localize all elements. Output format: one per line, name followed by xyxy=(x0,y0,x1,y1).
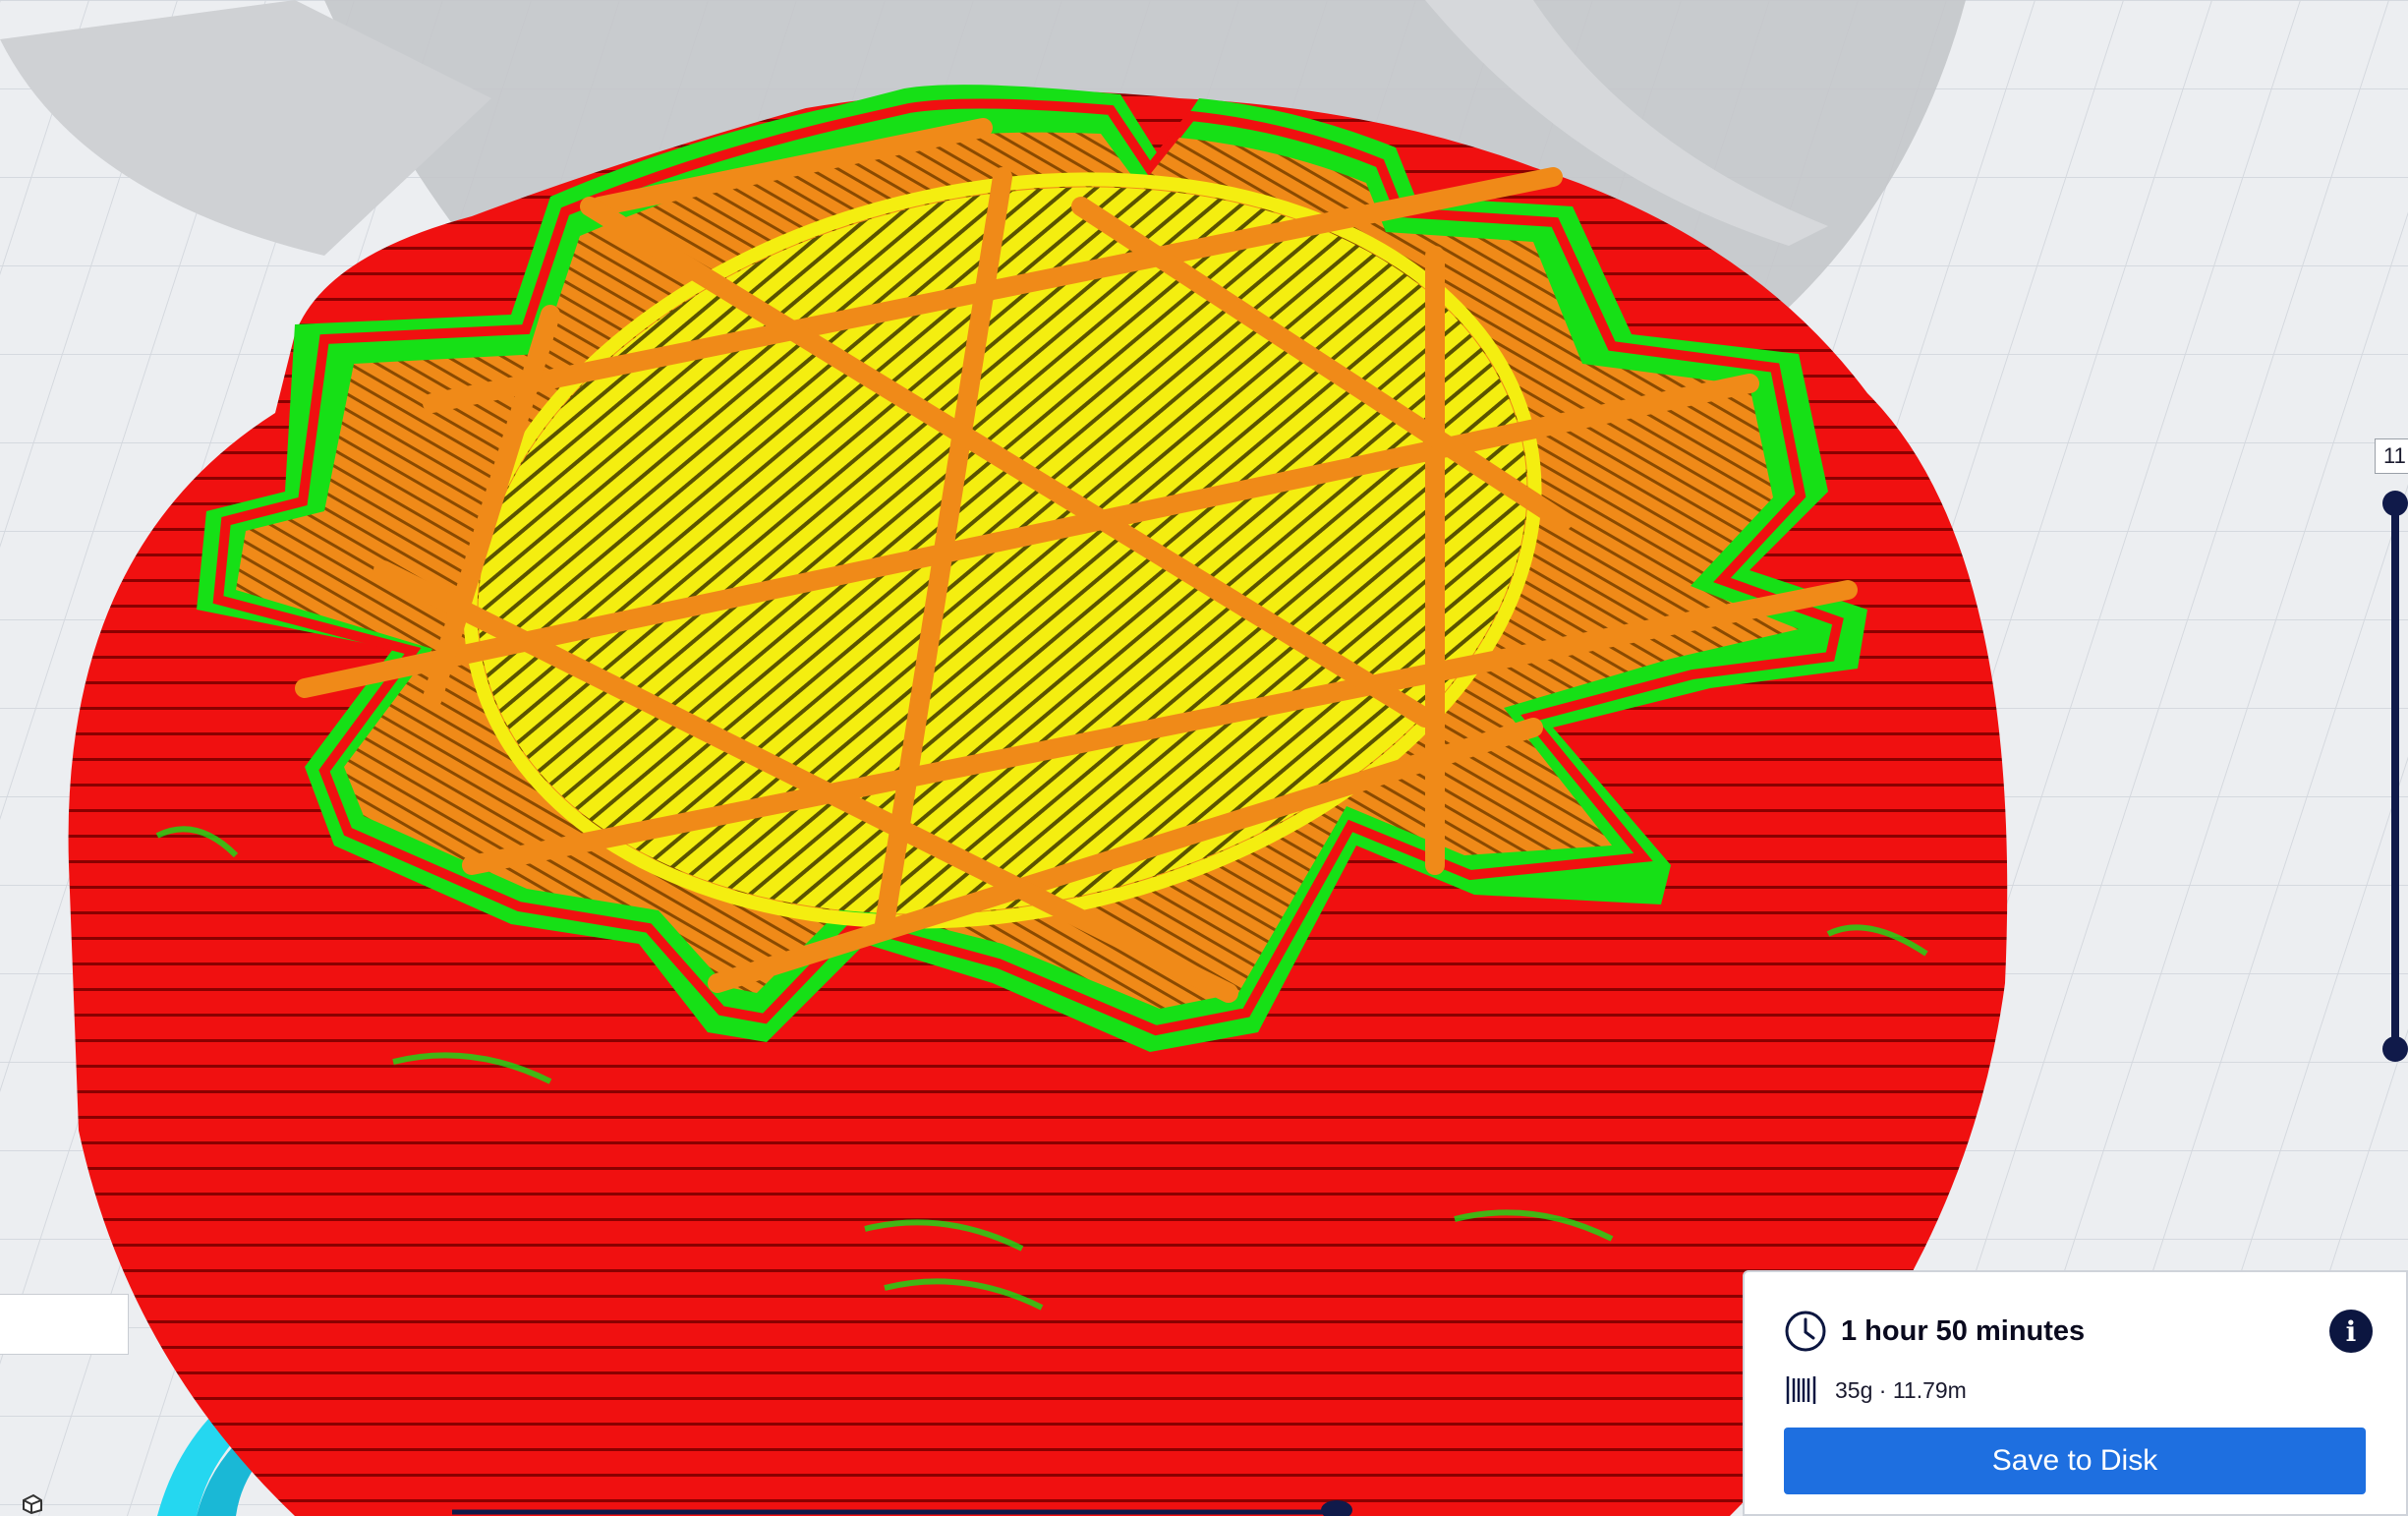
clock-icon xyxy=(1785,1311,1826,1352)
print-time: 1 hour 50 minutes xyxy=(1841,1314,2086,1347)
outer-wall-boundary xyxy=(212,98,1844,1036)
layer-slider-top-handle[interactable] xyxy=(2382,491,2408,516)
infill-grid xyxy=(295,118,1858,1003)
layer-slider[interactable] xyxy=(2391,503,2399,1050)
layer-slider-bottom-handle[interactable] xyxy=(2382,1036,2408,1062)
info-icon[interactable]: i xyxy=(2329,1310,2373,1353)
spool-icon xyxy=(1786,1376,1816,1404)
print-time-row: 1 hour 50 minutes xyxy=(1784,1310,2085,1353)
save-to-disk-button[interactable]: Save to Disk xyxy=(1784,1428,2366,1494)
layer-number-field[interactable]: 11 xyxy=(2375,438,2408,474)
wall-ripples xyxy=(155,826,1928,1311)
print-summary-panel: 1 hour 50 minutes i 35g · 11.79m Save to… xyxy=(1743,1270,2408,1516)
left-side-panel xyxy=(0,1294,129,1355)
nozzle-shadow-2 xyxy=(0,0,491,256)
material-usage: 35g · 11.79m xyxy=(1835,1376,1967,1403)
material-row: 35g · 11.79m xyxy=(1784,1370,1967,1410)
shadow-band xyxy=(1425,0,1828,246)
cube-icon[interactable] xyxy=(20,1492,43,1514)
